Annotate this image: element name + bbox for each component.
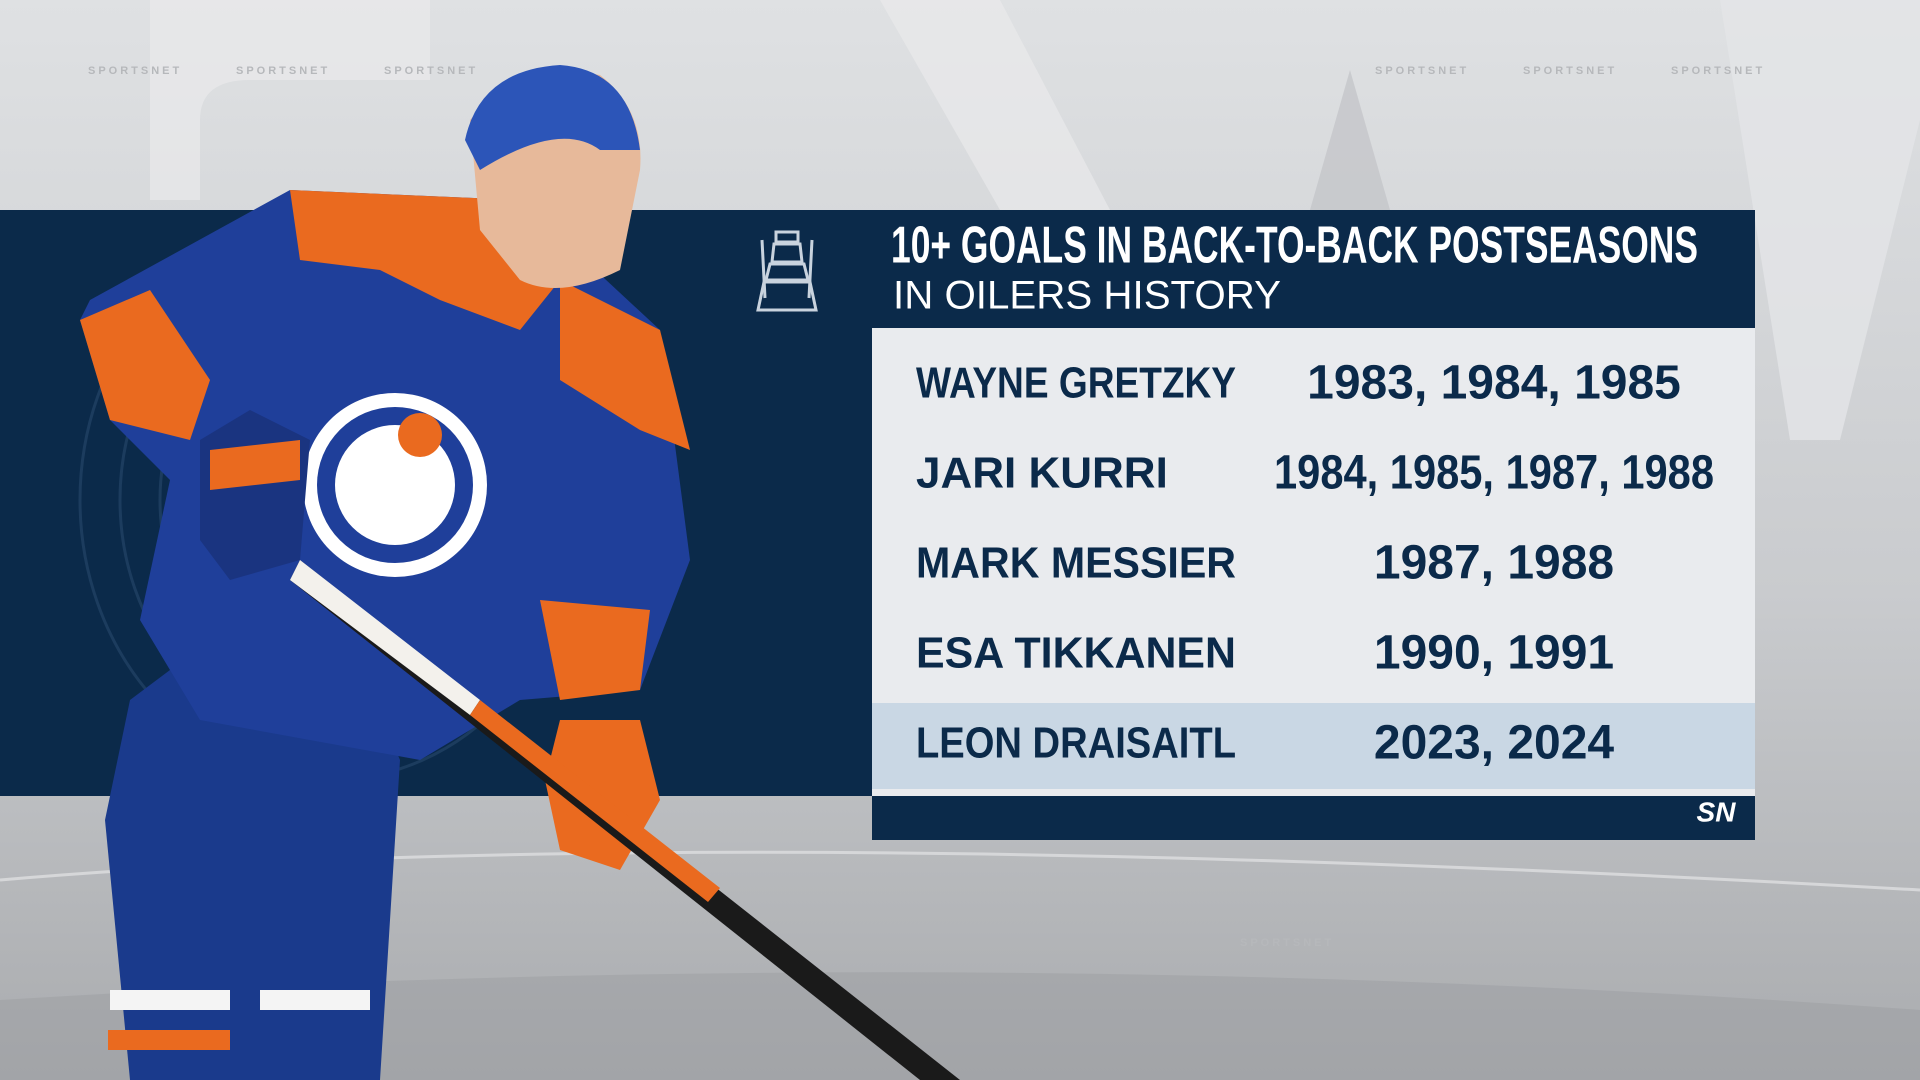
subtitle: IN OILERS HISTORY (893, 274, 1281, 318)
watermark: SPORTSNET (1523, 65, 1617, 77)
player-figure (80, 65, 960, 1080)
watermark: SPORTSNET (384, 65, 478, 77)
player-name: WAYNE GRETZKY (916, 359, 1236, 408)
bg-shape (1310, 70, 1390, 210)
bg-shape (880, 0, 1110, 210)
highlight-row (872, 703, 1755, 789)
player-name: ESA TIKKANEN (916, 629, 1236, 678)
player-name: LEON DRAISAITL (916, 719, 1236, 768)
watermarks: SPORTSNET SPORTSNET SPORTSNET SPORTSNET … (88, 65, 1765, 949)
trophy-icon (756, 230, 818, 312)
table-rows: WAYNE GRETZKY 1983, 1984, 1985 JARI KURRI 1… (872, 357, 1755, 789)
watermark: SPORTSNET (1375, 65, 1469, 77)
bg-shape (1720, 0, 1920, 440)
seasons: 1984, 1985, 1987, 1988 (1274, 447, 1714, 500)
seasons: 2023, 2024 (1374, 717, 1615, 770)
bg-shape (150, 0, 430, 200)
sn-logo: SN (1697, 796, 1737, 827)
player-name: JARI KURRI (916, 449, 1168, 498)
player-name: MARK MESSIER (916, 539, 1236, 588)
table-header (872, 210, 1755, 328)
watermark: SPORTSNET (236, 65, 330, 77)
table-footer (872, 796, 1755, 840)
ice-arc (0, 972, 1920, 1080)
title: 10+ GOALS IN BACK-TO-BACK POSTSEASONS (891, 217, 1698, 275)
watermark: SPORTSNET (88, 65, 182, 77)
watermark: SPORTSNET (1240, 937, 1334, 949)
seasons: 1987, 1988 (1374, 537, 1614, 590)
watermark: SPORTSNET (1671, 65, 1765, 77)
seasons: 1983, 1984, 1985 (1307, 357, 1681, 410)
seasons: 1990, 1991 (1374, 627, 1614, 680)
